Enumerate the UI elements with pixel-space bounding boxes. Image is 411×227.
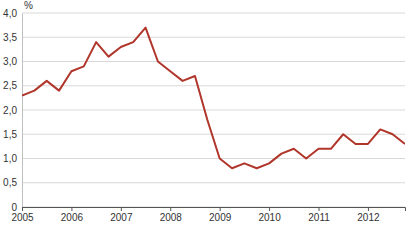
series — [22, 28, 405, 169]
x-tick-mark — [71, 207, 72, 211]
y-tick-label: 0,5 — [3, 177, 17, 188]
x-tick: 2008 — [160, 207, 183, 223]
y-tick-label: 0 — [11, 202, 17, 213]
grid-line — [22, 61, 405, 62]
x-tick-label: 2006 — [61, 212, 84, 223]
x-tick: 2011 — [308, 207, 330, 223]
grid-line — [22, 37, 405, 38]
x-tick-label: 2012 — [357, 212, 380, 223]
x-axis: 2005 2006 2007 2008 2009 2010 2011 2012 — [11, 207, 405, 223]
y-axis: 0 0,5 1,0 1,5 2,0 2,5 3,0 3,5 4,0 — [3, 8, 22, 213]
grid-line — [22, 85, 405, 86]
grid-line — [22, 158, 405, 159]
x-tick-mark — [121, 207, 122, 211]
chart: 00,51,01,52,02,53,03,54,0200520062007200… — [0, 0, 411, 227]
grid-line — [22, 134, 405, 135]
y-axis-title: % — [24, 0, 33, 11]
x-axis-line — [23, 208, 406, 212]
x-tick: 2005 — [11, 207, 34, 223]
x-tick-label: 2010 — [258, 212, 281, 223]
x-tick-label: 2011 — [308, 212, 330, 223]
x-tick-label: 2005 — [11, 212, 34, 223]
grid-line — [22, 182, 405, 183]
x-tick-label: 2007 — [110, 212, 133, 223]
y-tick: 3,5 — [3, 32, 22, 43]
y-tick: 2,5 — [3, 80, 22, 91]
y-tick: 1,5 — [3, 129, 22, 140]
y-tick-label: 4,0 — [3, 8, 17, 19]
y-tick-label: 1,0 — [3, 153, 17, 164]
y-tick: 4,0 — [3, 8, 22, 19]
y-tick-label: 3,5 — [3, 32, 17, 43]
x-tick: 2010 — [258, 207, 281, 223]
x-tick-label: 2009 — [209, 212, 232, 223]
y-tick: 0 — [11, 202, 22, 213]
x-tick-mark — [368, 207, 369, 211]
grid-line — [22, 110, 405, 111]
x-tick-mark — [319, 207, 320, 211]
grid-line — [22, 13, 405, 14]
y-tick-label: 3,0 — [3, 56, 17, 67]
grid — [22, 13, 405, 207]
y-tick: 3,0 — [3, 56, 22, 67]
x-tick-label: 2008 — [160, 212, 183, 223]
y-tick: 0,5 — [3, 177, 22, 188]
y-tick: 1,0 — [3, 153, 22, 164]
x-tick-mark — [170, 207, 171, 211]
x-tick: 2007 — [110, 207, 133, 223]
x-tick-mark — [220, 207, 221, 211]
plot: 00,51,01,52,02,53,03,54,0200520062007200… — [3, 8, 405, 223]
y-tick-label: 2,5 — [3, 80, 17, 91]
x-tick-mark — [22, 207, 23, 211]
y-tick: 2,0 — [3, 105, 22, 116]
x-tick: 2012 — [357, 207, 380, 223]
y-tick-label: 1,5 — [3, 129, 17, 140]
y-tick-label: 2,0 — [3, 105, 17, 116]
x-tick-mark — [269, 207, 270, 211]
y-axis-line — [22, 14, 23, 208]
x-tick: 2009 — [209, 207, 232, 223]
x-tick: 2006 — [61, 207, 84, 223]
line — [22, 28, 405, 169]
